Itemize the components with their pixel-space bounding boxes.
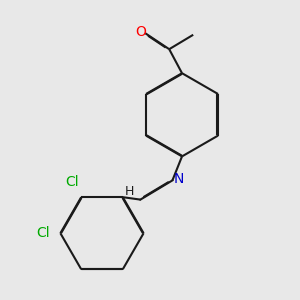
Text: Cl: Cl bbox=[36, 226, 50, 240]
Text: H: H bbox=[124, 185, 134, 198]
Text: O: O bbox=[135, 25, 146, 39]
Text: N: N bbox=[174, 172, 184, 186]
Text: Cl: Cl bbox=[66, 175, 79, 189]
